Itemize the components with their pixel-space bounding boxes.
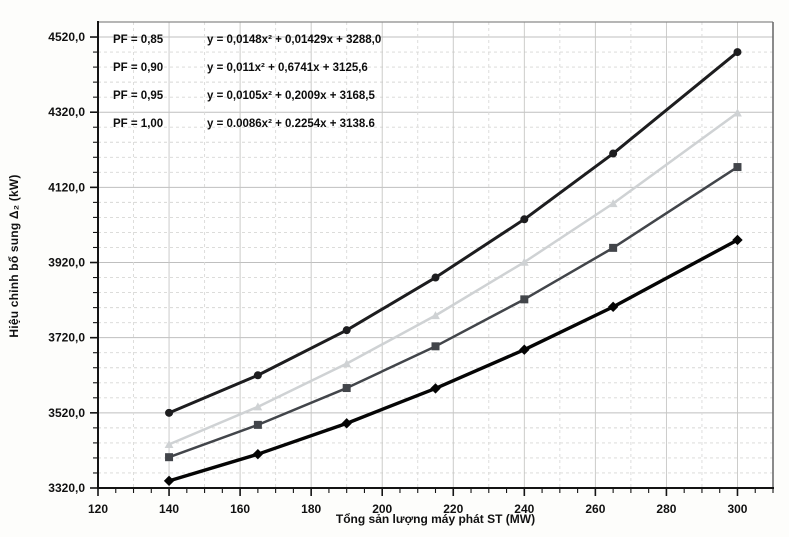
marker-triangle — [253, 402, 263, 411]
y-tick-label: 3520,0 — [48, 406, 85, 420]
marker-square — [431, 342, 440, 351]
marker-triangle — [519, 257, 529, 266]
y-tick-label: 4520,0 — [48, 30, 85, 44]
marker-triangle — [431, 311, 440, 320]
marker-circle — [431, 273, 440, 282]
y-axis-title: Hiệu chỉnh bổ sung Δ₂ (kW) — [7, 174, 21, 338]
x-tick-label: 260 — [585, 502, 605, 516]
marker-diamond — [607, 301, 619, 313]
marker-circle — [733, 48, 742, 57]
marker-square — [609, 243, 618, 252]
plot-area — [98, 22, 773, 488]
marker-square — [253, 420, 262, 429]
marker-triangle — [608, 199, 618, 208]
marker-square — [520, 295, 529, 304]
marker-diamond — [163, 475, 175, 487]
y-tick-label: 4320,0 — [48, 105, 85, 119]
x-tick-label: 200 — [372, 502, 392, 516]
x-tick-label: 240 — [514, 502, 534, 516]
marker-diamond — [341, 418, 352, 429]
marker-square — [733, 163, 742, 172]
x-axis-title: Tổng sản lượng máy phát ST (MW) — [335, 512, 536, 526]
y-tick-label: 4120,0 — [48, 180, 85, 194]
marker-circle — [342, 326, 351, 335]
marker-circle — [165, 408, 174, 417]
y-tick-label: 3920,0 — [48, 256, 85, 270]
marker-square — [342, 384, 351, 393]
marker-square — [165, 453, 174, 462]
x-tick-label: 300 — [727, 502, 747, 516]
marker-diamond — [430, 383, 441, 394]
marker-circle — [253, 371, 262, 380]
marker-diamond — [252, 448, 264, 460]
x-tick-label: 220 — [443, 502, 463, 516]
marker-diamond — [732, 234, 743, 246]
y-tick-label: 3320,0 — [48, 481, 85, 495]
marker-triangle — [733, 108, 742, 117]
marker-diamond — [519, 344, 530, 355]
x-tick-label: 140 — [159, 502, 179, 516]
marker-triangle — [164, 440, 174, 449]
x-tick-label: 280 — [656, 502, 676, 516]
marker-circle — [609, 149, 618, 158]
x-tick-label: 180 — [301, 502, 321, 516]
marker-triangle — [342, 359, 352, 368]
x-tick-label: 120 — [88, 502, 108, 516]
x-tick-label: 160 — [230, 502, 250, 516]
marker-circle — [520, 215, 529, 224]
y-tick-label: 3720,0 — [48, 331, 85, 345]
